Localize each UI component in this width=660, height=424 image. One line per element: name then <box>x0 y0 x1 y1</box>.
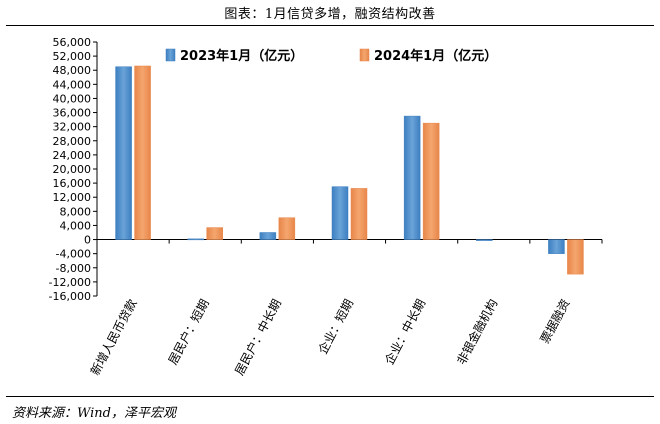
y-tick-label: -4,000 <box>56 248 91 261</box>
legend-swatch-2023 <box>165 48 176 62</box>
title-divider <box>6 25 654 26</box>
y-tick-label: 28,000 <box>53 135 92 148</box>
category-labels: 新增人民币贷款 居民户：短期 居民户：中长期 企业：短期 企业：中长期 非银金融机构 票据融… <box>87 296 573 377</box>
y-tick-label: 36,000 <box>53 107 92 120</box>
y-tick-label: 32,000 <box>53 121 92 134</box>
bar-2023-2 <box>259 232 277 240</box>
y-tick-label: -16,000 <box>49 290 91 303</box>
y-tick-label: 48,000 <box>53 64 92 77</box>
bar-2023-1 <box>187 238 204 241</box>
category-label: 居民户：中长期 <box>231 296 284 377</box>
category-label: 非银金融机构 <box>453 296 500 367</box>
bar-2024-2 <box>278 217 296 240</box>
y-tick-label: 20,000 <box>53 163 92 176</box>
legend-swatch-2024 <box>359 48 370 62</box>
y-tick-label: 56,000 <box>53 36 92 49</box>
bar-2024-4 <box>422 122 440 240</box>
bar-2024-1 <box>206 227 223 240</box>
bar-2023-4 <box>403 115 421 240</box>
legend-label-2024: 2024年1月（亿元） <box>374 48 497 64</box>
y-tick-label: 40,000 <box>53 92 92 105</box>
bar-2023-3 <box>331 186 349 240</box>
y-tick-label: 44,000 <box>53 78 92 91</box>
bar-2023-6 <box>548 239 565 254</box>
y-tick-label: -12,000 <box>49 276 91 289</box>
y-tick-label: 16,000 <box>53 177 92 190</box>
legend-label-2023: 2023年1月（亿元） <box>180 48 303 64</box>
source-note: 资料来源：Wind，泽平宏观 <box>12 406 176 421</box>
bar-2024-6 <box>567 239 584 275</box>
category-label: 居民户：短期 <box>165 296 212 367</box>
category-label: 企业：中长期 <box>381 296 428 367</box>
y-tick-label: 12,000 <box>53 191 92 204</box>
y-tick-label: 8,000 <box>60 205 92 218</box>
bar-2024-3 <box>350 188 368 240</box>
bar-2023-0 <box>115 66 132 240</box>
bar-2023-5 <box>476 239 493 241</box>
y-tick-label: 4,000 <box>60 219 92 232</box>
y-tick-label: 24,000 <box>53 149 92 162</box>
category-label: 票据融资 <box>538 297 573 346</box>
chart-title: 图表：1月信贷多增，融资结构改善 <box>224 7 436 22</box>
y-tick-label: -8,000 <box>56 262 91 275</box>
y-tick-label: 0 <box>84 234 91 247</box>
y-tick-label: 52,000 <box>53 50 92 63</box>
x-axis <box>96 239 603 244</box>
category-label: 新增人民币贷款 <box>87 296 140 377</box>
bar-2024-0 <box>134 65 151 240</box>
bars <box>115 65 584 275</box>
source-divider <box>6 396 654 397</box>
legend: 2023年1月（亿元） 2024年1月（亿元） <box>165 48 497 64</box>
category-label: 企业：短期 <box>315 296 356 356</box>
